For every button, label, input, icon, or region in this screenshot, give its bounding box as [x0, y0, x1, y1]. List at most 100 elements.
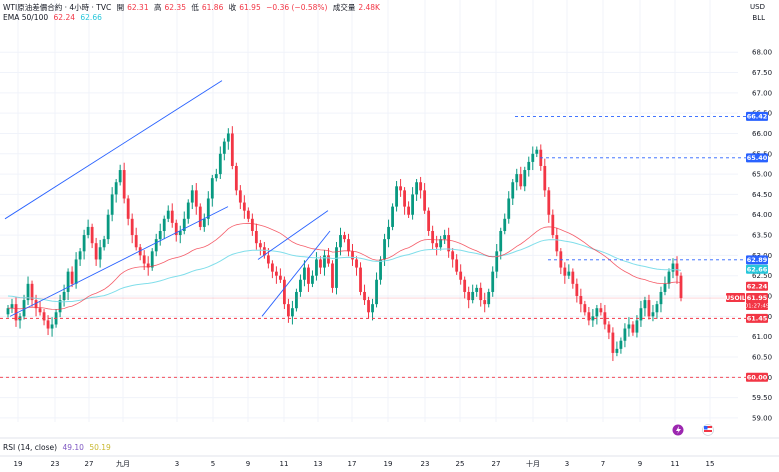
y-tick-label: 62.50	[752, 272, 772, 280]
candle-body	[499, 231, 503, 252]
candle-body	[635, 320, 639, 333]
symbol-legend: WTI原油差價合約 · 4小時 · TVC 開 62.31 高 62.35 低 61.…	[3, 2, 383, 13]
candle-body	[671, 263, 675, 272]
trendline-lower[interactable]	[9, 206, 229, 317]
candle-body	[435, 243, 439, 248]
candle-body	[82, 235, 86, 252]
candle-body	[146, 263, 150, 268]
candle-body	[459, 271, 463, 280]
candle-body	[339, 235, 342, 248]
trendline-upper-2[interactable]	[257, 210, 329, 260]
candle-body	[174, 222, 178, 236]
ema50-value: 62.24	[53, 13, 75, 22]
candle-body	[567, 271, 571, 276]
candle-body	[166, 210, 170, 219]
candle-body	[507, 198, 511, 219]
candle-body	[258, 243, 262, 248]
candle-body	[351, 251, 354, 260]
price-badge[interactable]	[746, 372, 768, 382]
candle-body	[134, 235, 138, 248]
candle-body	[519, 174, 523, 187]
candle-body	[611, 332, 615, 353]
price-badge[interactable]	[746, 293, 768, 311]
candle-body	[158, 231, 162, 240]
candle-body	[182, 218, 186, 231]
candle-body	[254, 231, 258, 244]
trendline-upper[interactable]	[4, 80, 223, 220]
candle-body	[471, 291, 475, 301]
candle-body	[331, 263, 334, 288]
y-tick-label: 59.00	[752, 414, 772, 422]
rsi-ma-value: 50.19	[89, 443, 111, 452]
candle-body	[110, 194, 114, 215]
candle-body	[443, 235, 447, 240]
candle-body	[587, 312, 591, 321]
price-badge[interactable]	[746, 281, 768, 291]
candle-body	[299, 279, 302, 292]
candle-body	[270, 263, 274, 272]
price-badge[interactable]	[746, 111, 768, 121]
candle-body	[523, 170, 527, 187]
candle-body	[26, 283, 30, 301]
candle-body	[138, 247, 142, 256]
candle-body	[447, 235, 451, 252]
candle-body	[399, 186, 402, 191]
candle-body	[615, 348, 619, 353]
x-tick-label: 23	[51, 460, 60, 468]
candle-body	[194, 190, 198, 207]
low-value: 61.86	[201, 3, 224, 12]
candle-body	[311, 275, 314, 284]
candle-body	[511, 182, 515, 199]
candle-body	[70, 271, 74, 284]
candle-body	[323, 255, 326, 268]
volume-value: 2.48K	[358, 3, 380, 12]
candle-body	[14, 304, 18, 321]
candle-body	[663, 283, 667, 292]
symbol-tag[interactable]	[726, 293, 745, 303]
y-tick-label: 67.50	[752, 69, 772, 77]
price-badge-label: 61.45	[747, 315, 768, 323]
price-badge-label: 62.24	[747, 283, 768, 291]
candle-body	[387, 226, 390, 240]
x-tick-label: 19	[14, 460, 23, 468]
candle-body	[535, 149, 539, 154]
candle-body	[178, 231, 182, 236]
candle-body	[226, 133, 230, 142]
ema-legend[interactable]: EMA 50/100 62.24 62.66	[3, 13, 105, 22]
open-label: 開	[116, 3, 125, 12]
candle-body	[547, 190, 551, 215]
candle-body	[627, 324, 631, 329]
candle-body	[42, 312, 46, 321]
price-badge[interactable]	[746, 255, 768, 265]
currency-label[interactable]: USD	[750, 3, 765, 11]
candle-body	[186, 202, 190, 219]
candle-body	[58, 300, 62, 313]
candle-body	[62, 291, 66, 301]
candle-body	[619, 340, 623, 349]
candle-body	[106, 214, 110, 240]
price-badge-label: 62.66	[747, 266, 768, 274]
candle-body	[291, 308, 294, 317]
trendline-lower-2[interactable]	[261, 230, 331, 317]
x-tick-label: 19	[384, 460, 393, 468]
candle-body	[363, 291, 366, 301]
symbol-tag-label: USOIL	[725, 295, 746, 302]
price-badge[interactable]	[746, 264, 768, 274]
price-badge[interactable]	[746, 313, 768, 323]
rsi-legend[interactable]: RSI (14, close) 49.10 50.19	[3, 443, 114, 452]
y-tick-label: 67.00	[752, 89, 772, 97]
candle-body	[242, 202, 246, 211]
candle-body	[198, 206, 202, 227]
candle-body	[295, 291, 298, 309]
candle-body	[210, 178, 214, 199]
candle-body	[98, 247, 102, 260]
candle-body	[142, 255, 146, 264]
unit-label[interactable]: BLL	[752, 14, 765, 22]
symbol-title[interactable]: WTI原油差價合約 · 4小時 · TVC	[3, 3, 112, 12]
candle-body	[218, 153, 222, 175]
price-badge[interactable]	[746, 153, 768, 163]
candle-body	[603, 312, 607, 325]
x-tick-label: 23	[421, 460, 430, 468]
